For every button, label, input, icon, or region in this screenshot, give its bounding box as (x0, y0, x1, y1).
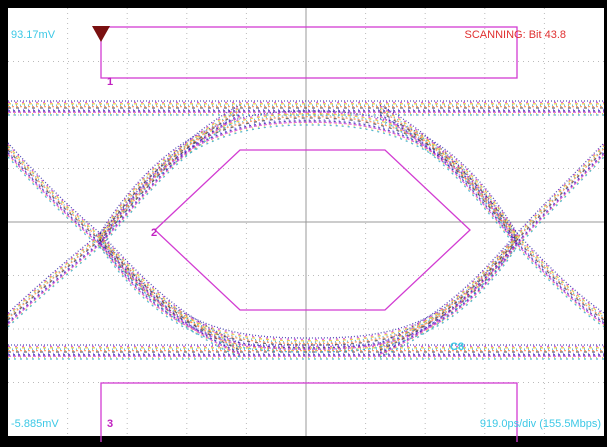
scan-status: SCANNING: Bit 43.8 (465, 29, 566, 41)
voltage-bottom: -5.885mV (11, 418, 59, 430)
mask-label: 2 (151, 227, 157, 239)
page: 1 2 3 93.17mV SCANNING: Bit 43.8 -5.885m… (0, 0, 607, 442)
channel-label: C8 (450, 341, 464, 353)
mask-label: 1 (107, 76, 113, 88)
voltage-top: 93.17mV (11, 29, 56, 41)
mask-label: 3 (107, 418, 113, 430)
scope-screen: 1 2 3 93.17mV SCANNING: Bit 43.8 -5.885m… (0, 0, 607, 442)
timebase: 919.0ps/div (155.5Mbps) (480, 418, 601, 430)
